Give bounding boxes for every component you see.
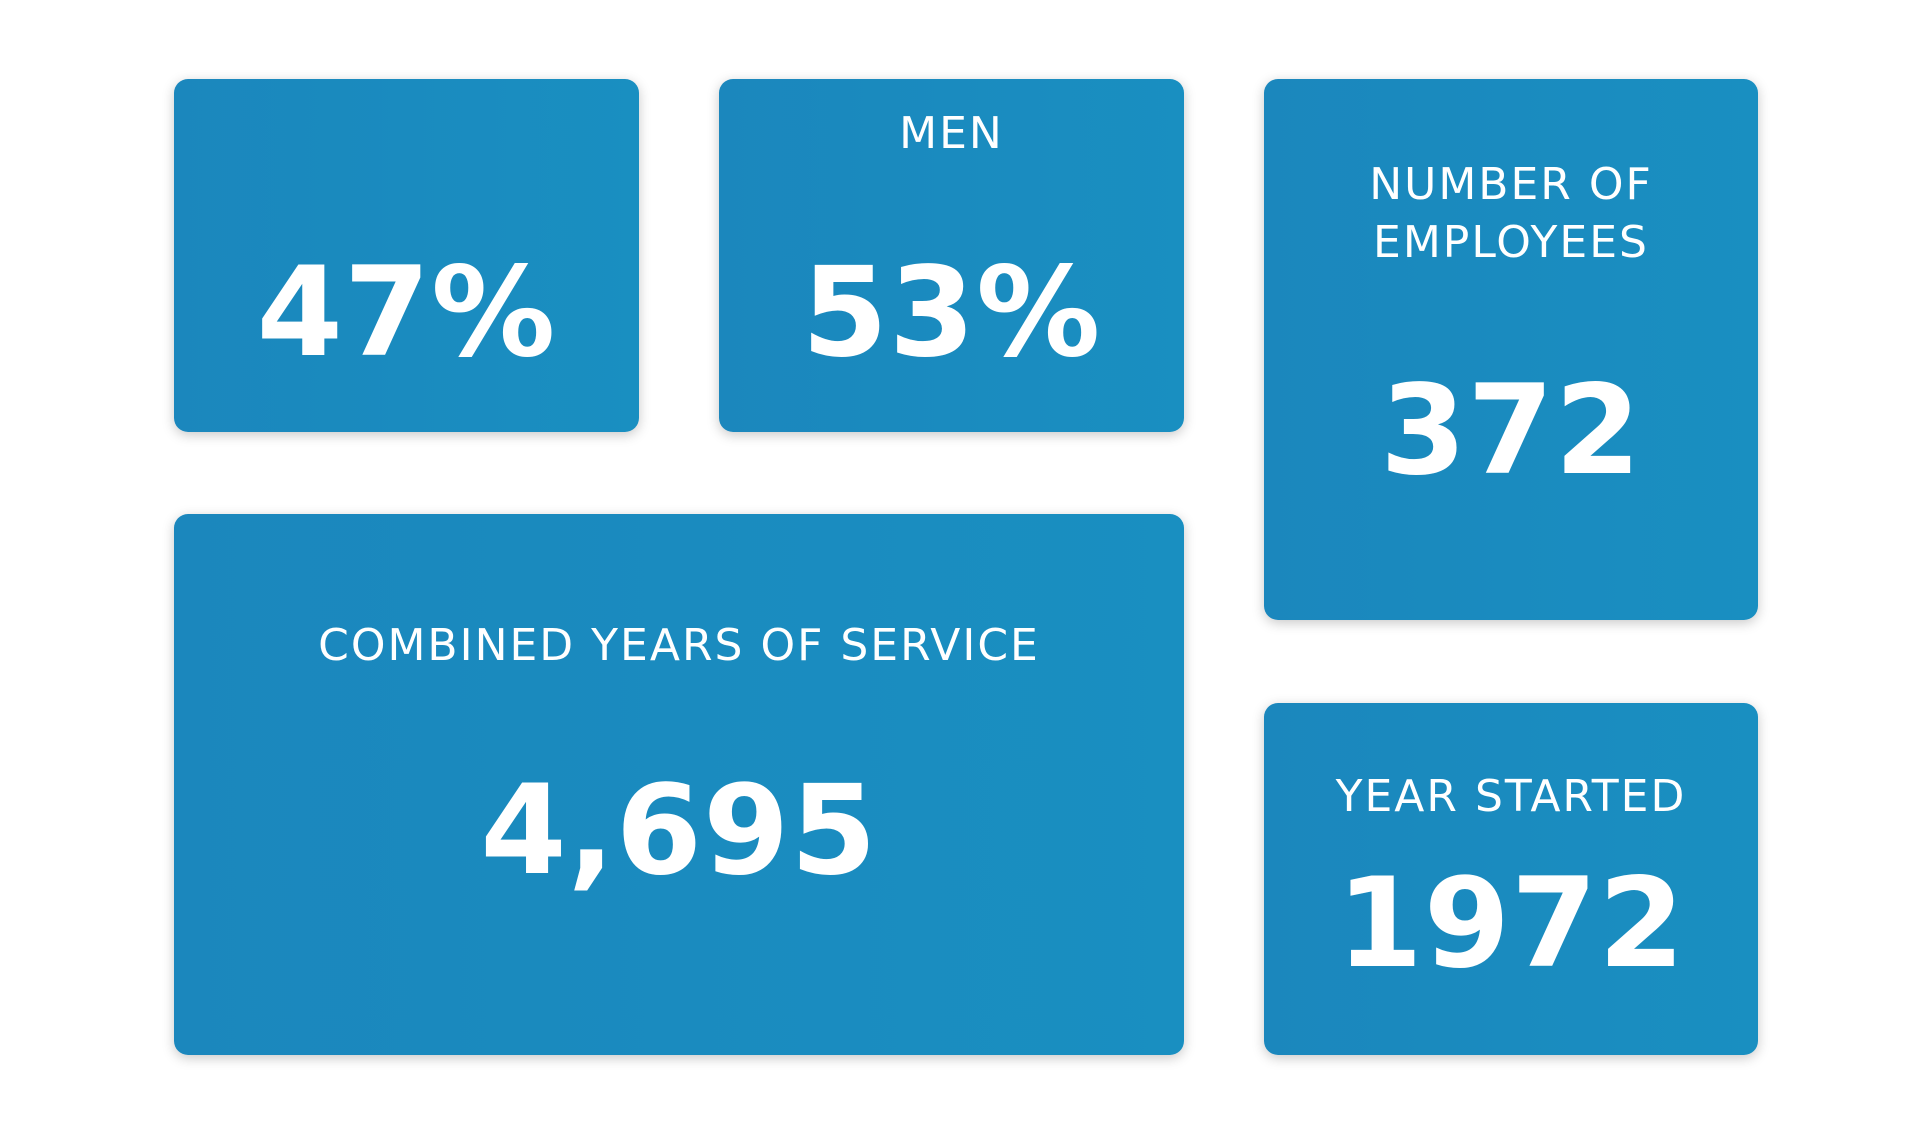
men-stat-card: MEN 53% <box>719 79 1184 432</box>
service-value: 4,695 <box>480 759 878 903</box>
service-stat-card: COMBINED YEARS OF SERVICE 4,695 <box>174 514 1184 1055</box>
women-stat-card: WOMEN 47% <box>174 0 639 432</box>
men-label: MEN <box>899 108 1004 159</box>
employees-value: 372 <box>1380 359 1642 503</box>
men-value: 53% <box>801 241 1102 385</box>
women-label: WOMEN <box>313 0 500 33</box>
employees-label-line1: NUMBER OF <box>1369 159 1653 210</box>
year-started-stat-card: YEAR STARTED 1972 <box>1264 703 1758 1055</box>
employees-stat-card: NUMBER OF EMPLOYEES 372 <box>1264 79 1758 620</box>
employees-label-line2: EMPLOYEES <box>1373 217 1649 268</box>
year-started-label: YEAR STARTED <box>1335 771 1687 822</box>
women-value: 47% <box>256 241 557 385</box>
service-label: COMBINED YEARS OF SERVICE <box>318 620 1040 671</box>
year-started-value: 1972 <box>1336 852 1686 996</box>
employees-label: NUMBER OF EMPLOYEES <box>1264 156 1758 272</box>
